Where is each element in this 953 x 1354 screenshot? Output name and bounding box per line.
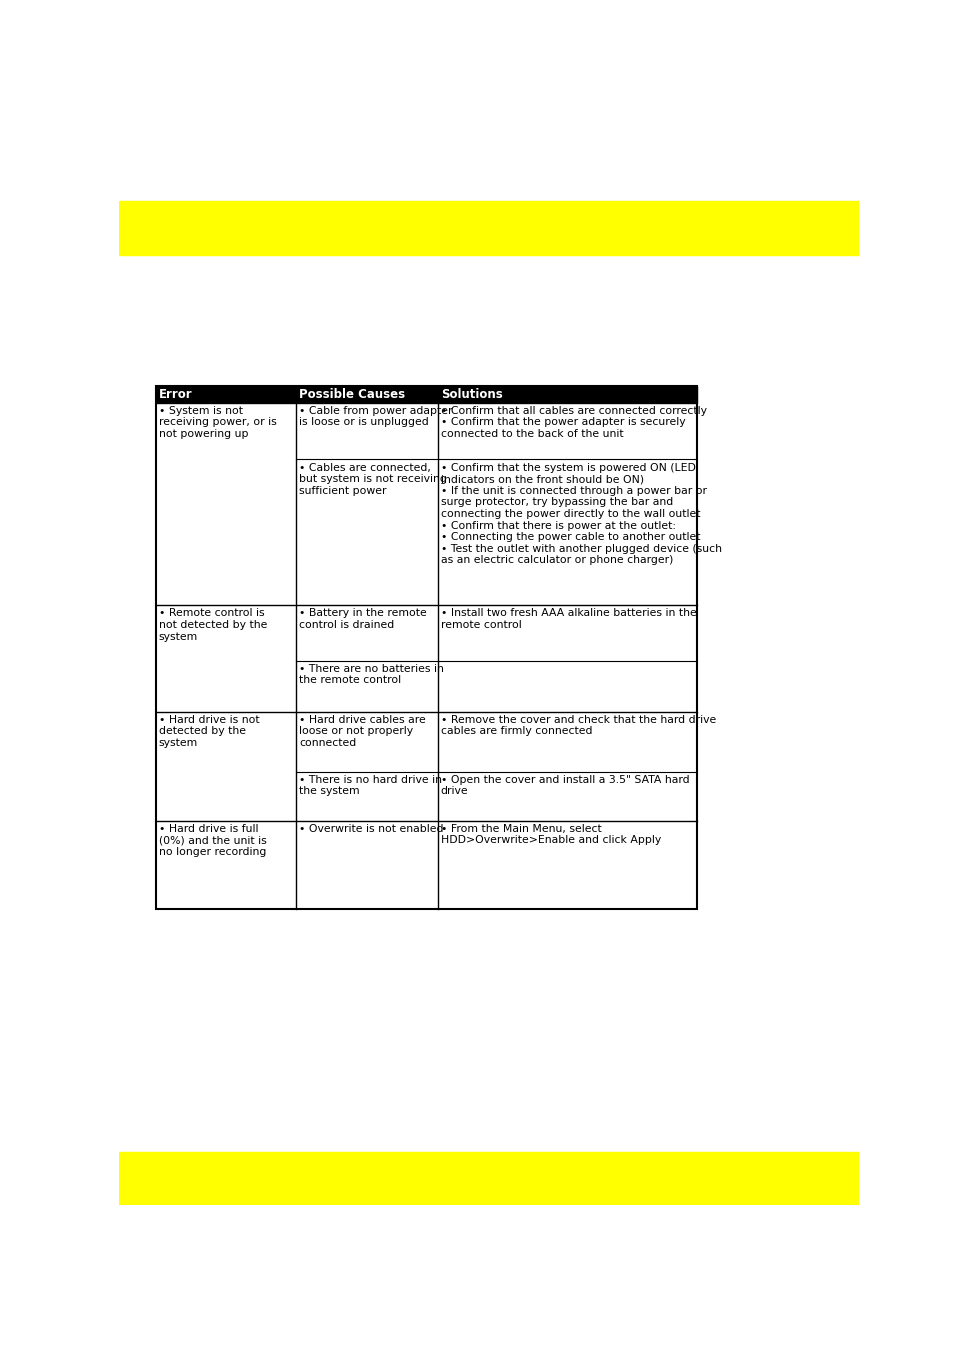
Text: • Remote control is
not detected by the
system: • Remote control is not detected by the … <box>158 608 267 642</box>
Text: • Hard drive is not
detected by the
system: • Hard drive is not detected by the syst… <box>158 715 259 747</box>
Text: • Hard drive is full
(0%) and the unit is
no longer recording: • Hard drive is full (0%) and the unit i… <box>158 823 266 857</box>
Text: • Open the cover and install a 3.5" SATA hard
drive: • Open the cover and install a 3.5" SATA… <box>440 774 689 796</box>
Text: Possible Causes: Possible Causes <box>298 387 405 401</box>
Bar <box>119 1152 858 1205</box>
Text: Solutions: Solutions <box>440 387 502 401</box>
Text: • System is not
receiving power, or is
not powering up: • System is not receiving power, or is n… <box>158 406 276 439</box>
Bar <box>155 386 696 910</box>
Text: • Hard drive cables are
loose or not properly
connected: • Hard drive cables are loose or not pro… <box>298 715 425 747</box>
Text: • Overwrite is not enabled: • Overwrite is not enabled <box>298 823 443 834</box>
Text: • From the Main Menu, select
HDD>Overwrite>Enable and click Apply: • From the Main Menu, select HDD>Overwri… <box>440 823 660 845</box>
Text: • Confirm that all cables are connected correctly
• Confirm that the power adapt: • Confirm that all cables are connected … <box>440 406 706 439</box>
Bar <box>119 200 858 255</box>
Text: • Battery in the remote
control is drained: • Battery in the remote control is drain… <box>298 608 426 630</box>
Text: • Cable from power adapter
is loose or is unplugged: • Cable from power adapter is loose or i… <box>298 406 452 428</box>
Bar <box>155 386 696 402</box>
Text: Error: Error <box>158 387 193 401</box>
Text: • Install two fresh AAA alkaline batteries in the
remote control: • Install two fresh AAA alkaline batteri… <box>440 608 696 630</box>
Text: • Remove the cover and check that the hard drive
cables are firmly connected: • Remove the cover and check that the ha… <box>440 715 716 737</box>
Text: • Cables are connected,
but system is not receiving
sufficient power: • Cables are connected, but system is no… <box>298 463 446 496</box>
Text: • There is no hard drive in
the system: • There is no hard drive in the system <box>298 774 441 796</box>
Text: • Confirm that the system is powered ON (LED
indicators on the front should be O: • Confirm that the system is powered ON … <box>440 463 721 566</box>
Text: • There are no batteries in
the remote control: • There are no batteries in the remote c… <box>298 663 443 685</box>
